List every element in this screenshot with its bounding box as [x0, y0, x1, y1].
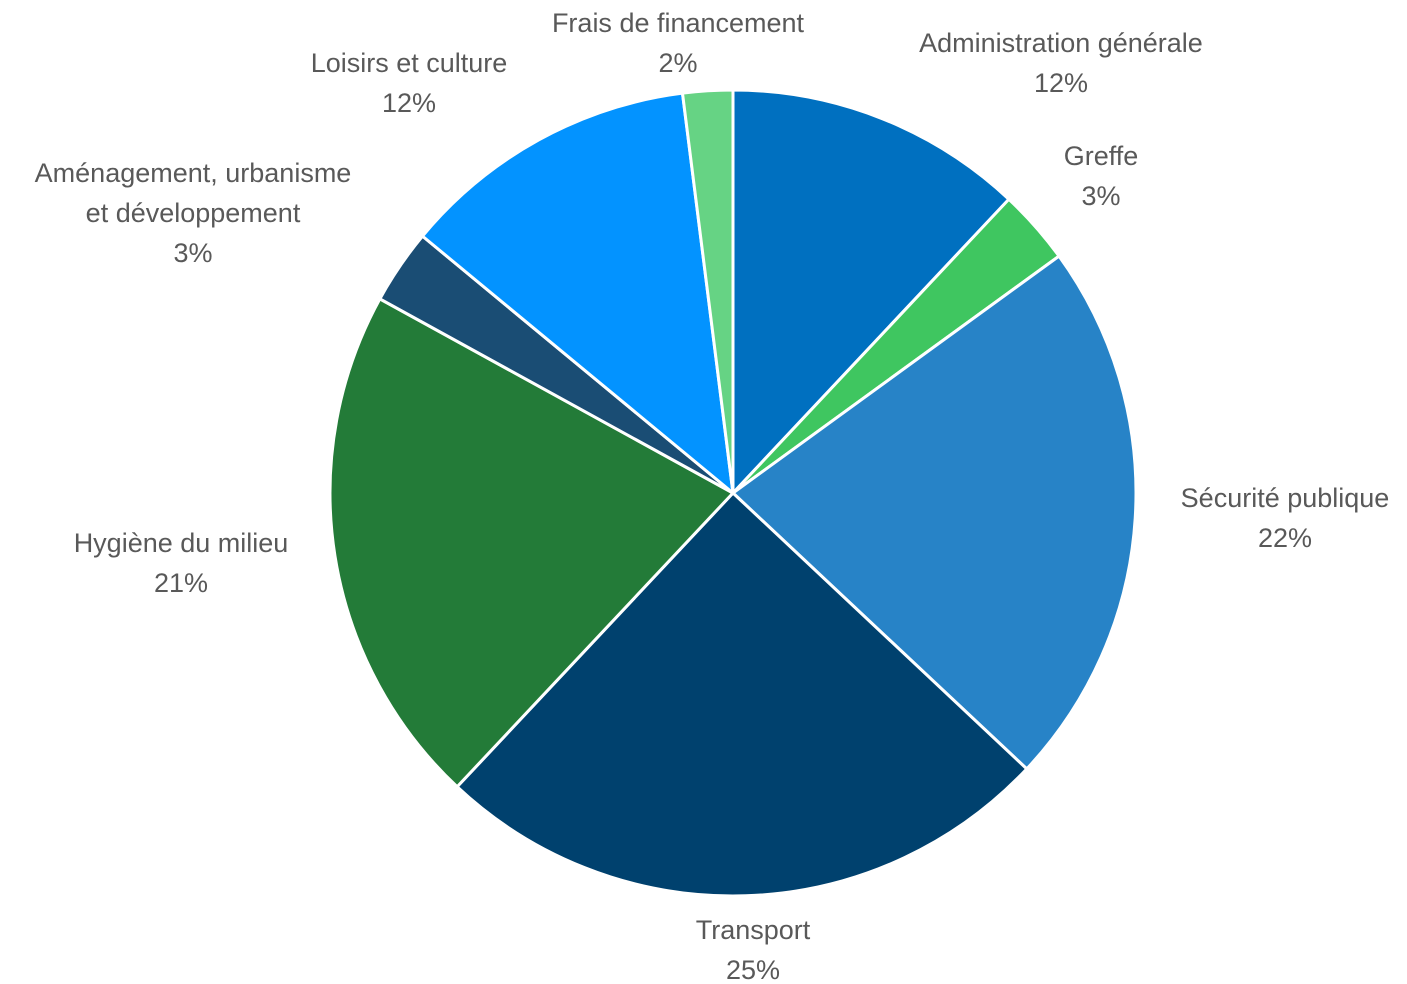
- pie-labels: Administration générale 12% Greffe 3% Sécuri…: [35, 8, 1390, 984]
- slice-category-label: Sécurité publique: [1181, 483, 1390, 513]
- slice-category-label: Greffe: [1064, 141, 1139, 171]
- data-label-frais-de-financement: Frais de financement 2%: [552, 8, 805, 78]
- pie-slice-hygiene-du-milieu: [328, 297, 735, 789]
- data-label-hygiene-du-milieu: Hygiène du milieu 21%: [74, 528, 289, 598]
- slice-percent-label: 25%: [726, 955, 780, 984]
- slice-percent-label: 3%: [173, 238, 212, 268]
- pie-slice-frais-de-financement: [680, 88, 735, 495]
- data-label-securite-publique: Sécurité publique 22%: [1181, 483, 1390, 553]
- slice-percent-label: 2%: [658, 48, 697, 78]
- slice-percent-label: 12%: [382, 88, 436, 118]
- pie-slice-transport: [455, 491, 1029, 898]
- slice-percent-label: 22%: [1258, 523, 1312, 553]
- data-label-transport: Transport 25%: [696, 915, 811, 984]
- pie-slice-loisirs-et-culture: [420, 91, 735, 495]
- slice-percent-label: 3%: [1081, 181, 1120, 211]
- pie-slices: [328, 88, 1138, 898]
- slice-category-label: Aménagement, urbanisme: [35, 158, 352, 188]
- slice-category-label: Administration générale: [919, 28, 1203, 58]
- slice-category-label: Loisirs et culture: [311, 48, 508, 78]
- slice-category-label: Transport: [696, 915, 811, 945]
- slice-category-label: Hygiène du milieu: [74, 528, 289, 558]
- data-label-administration-generale: Administration générale 12%: [919, 28, 1203, 98]
- data-label-greffe: Greffe 3%: [1064, 141, 1139, 211]
- pie-slice-securite-publique: [731, 254, 1138, 771]
- data-label-amenagement-urbanisme-et-developpement: Aménagement, urbanisme et développement 3%: [35, 158, 352, 268]
- slice-category-label: Frais de financement: [552, 8, 805, 38]
- pie-slice-administration-generale: [731, 88, 1011, 495]
- slice-category-label: et développement: [86, 198, 301, 228]
- slice-percent-label: 21%: [154, 568, 208, 598]
- data-label-loisirs-et-culture: Loisirs et culture 12%: [311, 48, 508, 118]
- slice-percent-label: 12%: [1034, 68, 1088, 98]
